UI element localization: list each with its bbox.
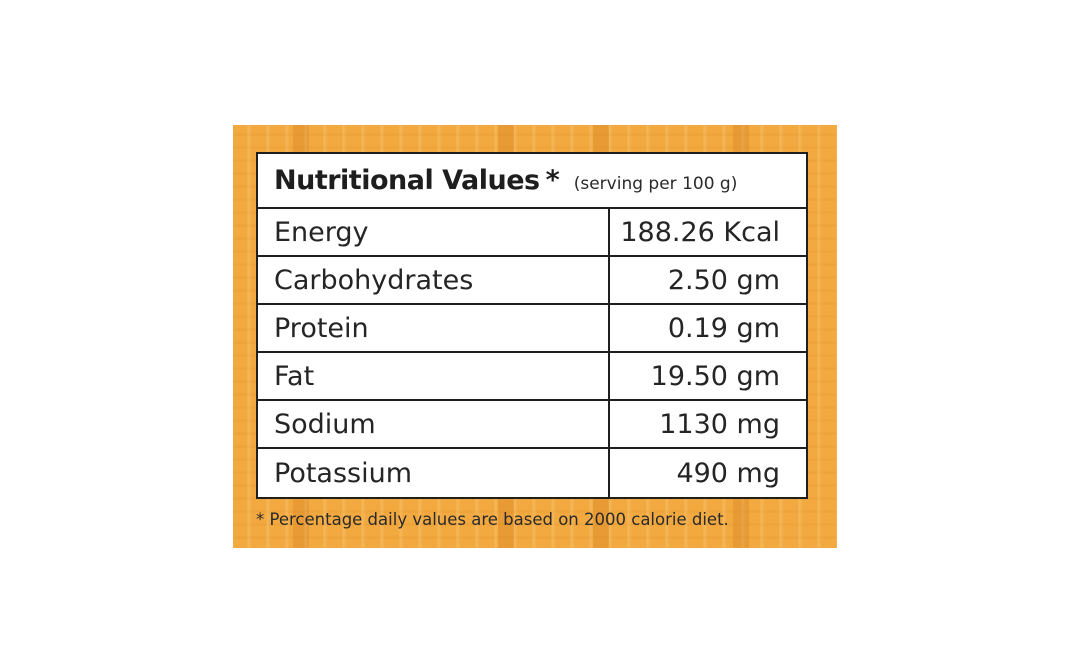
nutrient-value: 2.50 gm (667, 264, 780, 296)
nutrient-value: 0.19 gm (667, 312, 780, 344)
daily-values-footnote: * Percentage daily values are based on 2… (256, 510, 729, 529)
table-row-carbohydrates: Carbohydrates 2.50 gm (258, 257, 806, 305)
nutrient-name: Sodium (258, 401, 610, 447)
nutrient-value: 19.50 gm (650, 360, 780, 392)
nutrient-name: Protein (258, 305, 610, 351)
table-title: Nutritional Values (274, 165, 540, 196)
table-row-sodium: Sodium 1130 mg (258, 401, 806, 449)
table-row-energy: Energy 188.26 Kcal (258, 209, 806, 257)
table-row-fat: Fat 19.50 gm (258, 353, 806, 401)
nutrient-value: 1130 mg (659, 408, 780, 440)
table-row-potassium: Potassium 490 mg (258, 449, 806, 497)
nutrient-value: 490 mg (676, 457, 780, 489)
nutrition-table-header: Nutritional Values * (serving per 100 g) (258, 154, 806, 209)
nutrient-name: Fat (258, 353, 610, 399)
title-asterisk: * (545, 165, 560, 196)
nutrition-table: Nutritional Values * (serving per 100 g)… (256, 152, 808, 499)
nutrient-value: 188.26 Kcal (620, 216, 780, 248)
nutrient-name: Potassium (258, 449, 610, 497)
nutrient-name: Energy (258, 209, 610, 255)
serving-size-note: (serving per 100 g) (573, 173, 738, 194)
table-row-protein: Protein 0.19 gm (258, 305, 806, 353)
nutrient-name: Carbohydrates (258, 257, 610, 303)
